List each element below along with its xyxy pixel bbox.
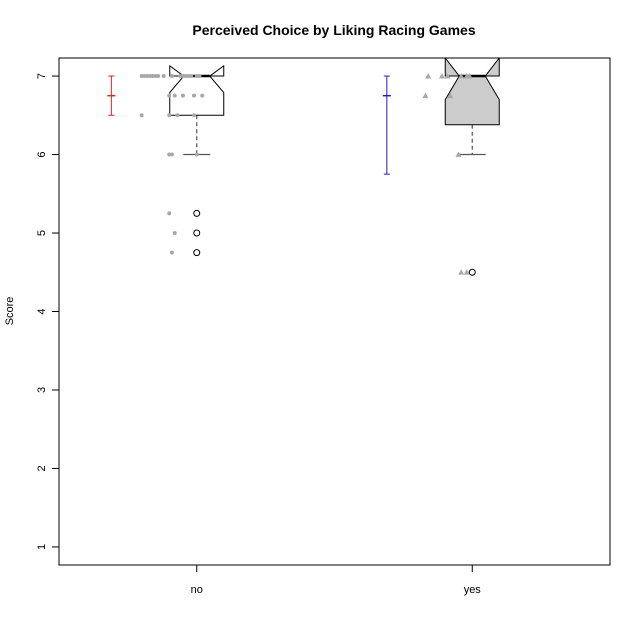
data-point (175, 113, 180, 118)
data-point (167, 152, 172, 157)
data-point (145, 74, 150, 79)
y-tick-label: 2 (36, 465, 48, 471)
data-point (139, 74, 144, 79)
data-point (438, 73, 445, 79)
data-point (161, 74, 166, 79)
box-yes (444, 58, 500, 126)
data-point (463, 269, 470, 275)
data-point (425, 73, 432, 79)
data-point (150, 74, 155, 79)
outlier-point (468, 268, 476, 276)
data-point (169, 74, 174, 79)
data-point (466, 73, 473, 79)
y-tick-label: 3 (36, 387, 48, 393)
data-point (189, 74, 194, 79)
data-point (142, 74, 147, 79)
y-axis: 1 2 3 4 5 6 7 (36, 73, 60, 550)
data-point (458, 73, 465, 79)
data-point (169, 250, 174, 255)
outlier-point (193, 209, 201, 217)
data-point (191, 113, 196, 118)
data-point (180, 93, 185, 98)
data-point (167, 113, 172, 118)
x-tick-label: no (191, 584, 203, 596)
data-point (458, 269, 465, 275)
y-tick-label: 7 (36, 73, 48, 79)
y-tick-label: 4 (36, 308, 48, 314)
plot-frame (58, 57, 611, 566)
data-point (172, 93, 177, 98)
y-tick-label: 6 (36, 151, 48, 157)
data-point (178, 74, 183, 79)
data-point (156, 74, 161, 79)
data-point (153, 74, 158, 79)
data-point (172, 231, 177, 236)
data-point (422, 92, 429, 99)
box-no (169, 64, 225, 116)
data-point (444, 73, 451, 79)
data-point (183, 74, 188, 79)
data-point (194, 152, 199, 157)
data-point (455, 151, 462, 157)
data-point (191, 93, 196, 98)
outlier-point (193, 229, 201, 237)
data-point (169, 152, 174, 157)
data-point (197, 74, 202, 79)
data-point (139, 113, 144, 118)
data-point (147, 74, 152, 79)
data-point (180, 74, 185, 79)
data-point (200, 93, 205, 98)
chart-title: Perceived Choice by Liking Racing Games (192, 22, 475, 38)
x-tick-label: yes (464, 584, 482, 596)
data-point (167, 211, 172, 216)
outlier-point (193, 249, 201, 257)
data-point (186, 74, 191, 79)
x-axis: no yes (191, 565, 482, 596)
data-point (194, 74, 199, 79)
plot-marks (107, 58, 500, 276)
y-tick-label: 1 (36, 544, 48, 550)
y-axis-label: Score (4, 297, 16, 326)
data-point (167, 93, 172, 98)
data-point (447, 92, 454, 99)
y-tick-label: 5 (36, 230, 48, 236)
